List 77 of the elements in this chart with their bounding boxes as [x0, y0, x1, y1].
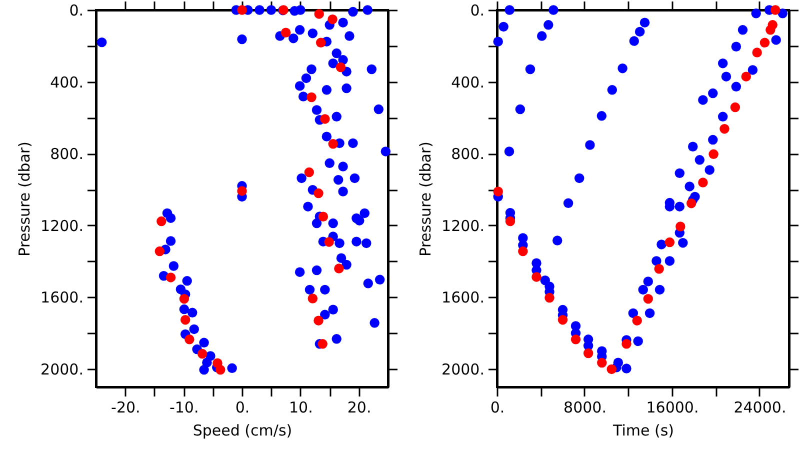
x-tick-label: 16000. — [646, 398, 699, 416]
point — [643, 294, 654, 304]
point — [752, 48, 762, 58]
point — [558, 314, 568, 325]
point — [237, 5, 247, 15]
point — [570, 334, 581, 344]
point — [606, 364, 616, 374]
point — [730, 102, 740, 112]
point — [583, 348, 594, 358]
x-tick-label: 0. — [235, 398, 250, 416]
point — [686, 198, 696, 208]
x-axis-title: Speed (cm/s) — [192, 422, 292, 440]
x-tick-label: 24000. — [734, 398, 786, 416]
point — [622, 339, 632, 349]
point — [318, 212, 328, 222]
x-axis-title: Time (s) — [612, 422, 674, 440]
point — [320, 114, 330, 124]
point — [324, 237, 334, 247]
y-tick-label: 0. — [470, 2, 484, 20]
point — [518, 246, 528, 256]
point — [197, 348, 208, 359]
point — [664, 237, 675, 248]
point — [334, 264, 344, 274]
y-tick-label: 2000. — [442, 360, 484, 379]
y-tick-label: 1600. — [40, 288, 84, 307]
x-tick-label: -20. — [111, 398, 140, 416]
point — [597, 358, 607, 368]
point — [308, 294, 318, 304]
point — [493, 186, 503, 196]
point — [505, 216, 516, 226]
y-tick-label: 800. — [50, 145, 84, 164]
point — [304, 167, 314, 178]
point — [184, 334, 194, 344]
point — [720, 124, 730, 134]
point — [632, 316, 642, 326]
point — [166, 272, 176, 282]
x-tick-label: 10. — [288, 398, 313, 416]
x-tick-label: 0. — [490, 398, 505, 416]
x-tick-label: 8000. — [564, 398, 606, 416]
point — [318, 339, 328, 349]
point — [328, 14, 338, 24]
point — [741, 72, 752, 82]
y-tick-label: 800. — [451, 145, 484, 164]
point — [676, 222, 686, 232]
y-tick-label: 400. — [451, 73, 484, 92]
point — [544, 292, 554, 303]
point — [314, 9, 324, 19]
point — [216, 364, 226, 375]
x-tick-label: -10. — [169, 398, 199, 416]
point — [336, 62, 346, 72]
point — [770, 5, 780, 15]
point — [180, 314, 190, 325]
point — [154, 246, 165, 256]
point — [766, 25, 776, 35]
y-tick-label: 400. — [50, 73, 84, 92]
y-axis-title: Pressure (dbar) — [16, 142, 34, 256]
point — [532, 272, 542, 282]
point — [316, 38, 326, 48]
y-tick-label: 2000. — [40, 360, 84, 379]
point — [328, 139, 338, 149]
y-tick-label: 0. — [69, 2, 84, 20]
point — [314, 188, 324, 198]
y-tick-label: 1200. — [442, 216, 484, 235]
point — [179, 294, 190, 304]
point — [760, 38, 770, 48]
point — [314, 316, 324, 326]
x-tick-label: 20. — [347, 398, 372, 416]
point — [156, 216, 166, 226]
point — [237, 186, 247, 196]
y-tick-label: 1200. — [40, 216, 84, 235]
y-tick-label: 1600. — [442, 288, 484, 307]
point — [708, 149, 718, 160]
point — [280, 28, 291, 38]
point — [698, 178, 708, 188]
y-axis-title: Pressure (dbar) — [416, 142, 435, 256]
point — [306, 92, 316, 102]
point — [654, 264, 664, 274]
